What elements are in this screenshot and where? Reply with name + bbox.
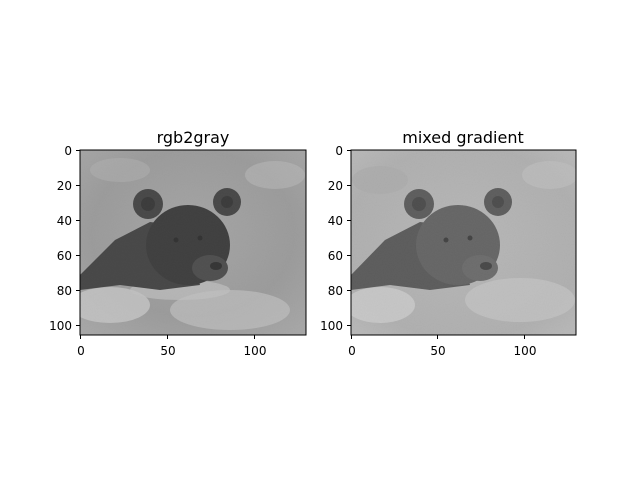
y-tick-label: 100 bbox=[49, 319, 72, 333]
panel-rgb2gray: rgb2gray bbox=[49, 128, 307, 358]
x-axis: 0 50 100 bbox=[77, 335, 266, 358]
axes-frame bbox=[79, 149, 307, 336]
bear-image bbox=[80, 150, 306, 335]
y-tick-label: 0 bbox=[335, 144, 343, 158]
x-tick-label: 50 bbox=[430, 344, 445, 358]
axes-frame bbox=[350, 149, 577, 336]
y-tick-label: 60 bbox=[57, 249, 72, 263]
x-tick-label: 0 bbox=[348, 344, 356, 358]
y-tick-label: 20 bbox=[57, 179, 72, 193]
y-tick-label: 40 bbox=[328, 214, 343, 228]
y-tick-label: 60 bbox=[328, 249, 343, 263]
y-tick-label: 20 bbox=[328, 179, 343, 193]
y-tick-label: 80 bbox=[57, 284, 72, 298]
panel-title: mixed gradient bbox=[402, 128, 524, 147]
x-tick-label: 50 bbox=[160, 344, 175, 358]
x-tick-label: 100 bbox=[514, 344, 537, 358]
x-tick-label: 0 bbox=[77, 344, 85, 358]
panel-title: rgb2gray bbox=[157, 128, 230, 147]
y-tick-label: 100 bbox=[320, 319, 343, 333]
x-tick-label: 100 bbox=[244, 344, 267, 358]
y-tick-label: 80 bbox=[328, 284, 343, 298]
y-axis: 0 20 40 60 80 100 bbox=[49, 144, 80, 333]
panel-mixed-gradient: mixed gradient bbox=[320, 128, 577, 358]
x-axis: 0 50 100 bbox=[348, 335, 536, 358]
y-tick-label: 40 bbox=[57, 214, 72, 228]
y-tick-label: 0 bbox=[64, 144, 72, 158]
y-axis: 0 20 40 60 80 100 bbox=[320, 144, 351, 333]
blended-bear-image bbox=[351, 150, 576, 335]
